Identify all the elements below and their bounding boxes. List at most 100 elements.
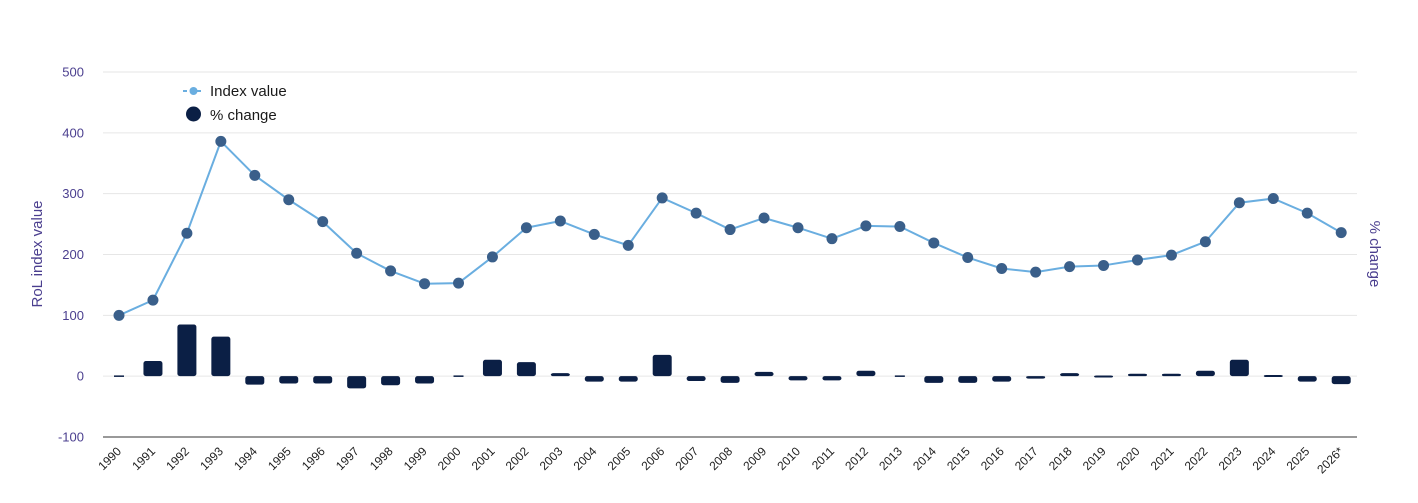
data-point [962,252,974,264]
x-tick-label: 2013 [876,444,905,473]
x-tick-label: 1994 [231,444,260,473]
legend-item-percent-change[interactable]: % change [186,106,277,125]
data-point [1030,266,1042,278]
data-point [147,294,159,306]
bar [1229,359,1249,377]
data-point [1335,227,1347,239]
x-tick-label: 2008 [706,444,735,473]
bar [381,376,401,386]
x-tick-label: 2019 [1080,444,1109,473]
legend-label-percent-change: % change [210,107,277,124]
bar [1026,376,1046,379]
x-tick-label: 2016 [978,444,1007,473]
bar [114,375,124,377]
bar [1297,376,1317,382]
y-tick-label: 500 [62,65,84,80]
x-tick-label: 2020 [1114,444,1143,473]
bar [618,376,638,382]
data-point [1098,259,1110,271]
grid-layer [103,71,1357,377]
x-axis-ticks: 1990 1991 1992 1993 1994 1995 1996 1997 1998 1999… [95,444,1346,476]
bar [211,336,231,377]
data-point [419,278,431,290]
y-tick-label: 300 [62,186,84,201]
data-point [622,239,634,251]
bar [279,376,299,384]
bar [313,376,333,384]
bar [516,362,536,377]
bar [1060,373,1080,377]
x-tick-label: 1992 [163,444,192,473]
x-tick-label: 2009 [740,444,769,473]
x-tick-label: 2023 [1216,444,1245,473]
data-point [996,262,1008,274]
x-tick-label: 2012 [842,444,871,473]
data-point [317,216,329,228]
data-point [215,135,227,147]
x-tick-label: 2022 [1182,444,1211,473]
legend-line-marker [189,87,198,95]
data-point [928,237,940,249]
x-tick-label: 2010 [774,444,803,473]
data-point [656,192,668,204]
legend: Index value % change [183,83,287,124]
x-tick-label: 2000 [435,444,464,473]
bar [992,376,1012,382]
y-axis-left-title: RoL index value [29,200,46,307]
bar [856,370,876,377]
legend-item-index-value[interactable]: Index value [183,83,287,100]
x-tick-label: 2015 [944,444,973,473]
data-point [860,220,872,232]
bar [584,376,604,382]
bar-series-percent-change [114,324,1351,389]
x-tick-label: 1993 [197,444,226,473]
bar [924,376,944,383]
bar [958,376,978,383]
data-point [181,227,193,239]
bar [1331,376,1351,385]
bar [822,376,842,381]
data-point [1064,261,1076,273]
bar [1128,373,1147,377]
data-point [351,247,363,259]
bar [453,375,464,377]
data-point [486,251,498,263]
x-tick-label: 2018 [1046,444,1075,473]
data-point [283,194,295,206]
bar [652,354,672,377]
x-tick-label: 2017 [1012,444,1041,473]
bar [1195,370,1215,377]
data-point [249,169,261,181]
x-tick-label: 1999 [401,444,430,473]
data-point [520,222,532,234]
data-point [385,265,397,277]
bar [482,359,502,377]
x-tick-label: 1998 [367,444,396,473]
line-points-index-value [113,135,1347,321]
data-point [1233,197,1245,209]
data-point [1199,236,1211,248]
bar [788,376,808,381]
x-tick-label: 1997 [333,444,362,473]
bar [686,376,706,382]
bar [754,371,774,377]
x-tick-label: 1990 [95,444,124,473]
x-tick-label: 2025 [1284,444,1313,473]
data-point [758,212,770,224]
y-tick-label: -100 [58,430,84,445]
y-tick-label: 400 [62,125,84,140]
data-point [894,221,906,233]
data-point [1267,193,1279,205]
x-tick-label: 1996 [299,444,328,473]
x-tick-label: 2002 [503,444,532,473]
x-tick-label: 2005 [605,444,634,473]
x-tick-label: 2014 [910,444,939,473]
x-tick-label: 2001 [469,444,498,473]
x-tick-label: 2004 [571,444,600,473]
bar [143,360,163,377]
y-tick-label: 200 [62,247,84,262]
x-tick-label: 1995 [265,444,294,473]
y-axis-right-title: % change [1366,221,1383,288]
legend-label-index-value: Index value [210,83,287,100]
